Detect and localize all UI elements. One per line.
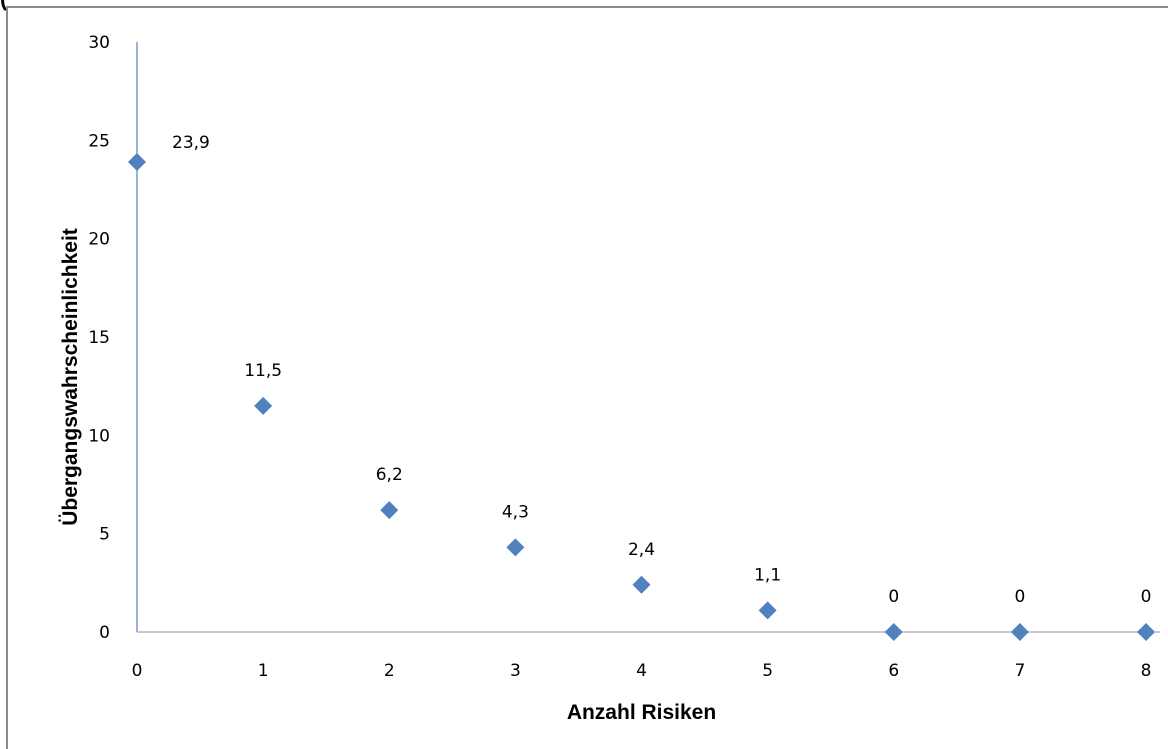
- y-tick-label: 0: [99, 623, 110, 643]
- x-tick-label: 4: [636, 661, 647, 681]
- data-point-label: 1,1: [754, 565, 781, 585]
- x-axis-title: Anzahl Risiken: [567, 701, 716, 724]
- y-axis-title: Übergangswahrscheinlichkeit: [59, 228, 82, 526]
- data-labels: 23,9 11,5 6,2 4,3 2,4 1,1 0 0 0: [172, 133, 1151, 607]
- data-point-label: 11,5: [244, 361, 282, 381]
- data-points: [128, 152, 1155, 641]
- data-point-marker: [1137, 623, 1155, 641]
- y-tick-labels: 0 5 10 15 20 25 30: [88, 33, 110, 643]
- x-tick-label: 1: [258, 661, 269, 681]
- data-point-marker: [254, 396, 273, 415]
- cropped-title-fragment: (: [0, 0, 7, 12]
- y-tick-label: 15: [88, 328, 110, 348]
- y-tick-label: 30: [88, 33, 110, 53]
- data-point-marker: [380, 501, 399, 520]
- x-tick-label: 0: [132, 661, 143, 681]
- data-point-label: 2,4: [628, 540, 655, 560]
- y-tick-label: 20: [88, 230, 110, 250]
- data-point-marker: [1010, 623, 1029, 641]
- y-tick-label: 10: [88, 426, 110, 446]
- data-point-label: 23,9: [172, 133, 210, 153]
- x-tick-label: 2: [384, 661, 395, 681]
- data-point-label: 0: [888, 587, 899, 607]
- data-point-label: 0: [1141, 587, 1152, 607]
- x-tick-label: 7: [1014, 661, 1025, 681]
- data-point-marker: [884, 623, 903, 641]
- data-point-marker: [506, 538, 525, 557]
- x-tick-label: 3: [510, 661, 521, 681]
- x-tick-label: 8: [1141, 661, 1152, 681]
- y-tick-label: 25: [88, 131, 110, 151]
- x-tick-label: 5: [762, 661, 773, 681]
- data-point-label: 6,2: [376, 465, 403, 485]
- x-tick-labels: 0 1 2 3 4 5 6 7 8: [132, 661, 1152, 681]
- data-point-label: 0: [1014, 587, 1025, 607]
- x-tick-label: 6: [888, 661, 899, 681]
- data-point-marker: [632, 575, 651, 594]
- chart-frame: [6, 6, 1168, 749]
- y-tick-label: 5: [99, 525, 110, 545]
- data-point-label: 4,3: [502, 502, 529, 522]
- data-point-marker: [128, 152, 146, 171]
- data-point-marker: [758, 601, 777, 620]
